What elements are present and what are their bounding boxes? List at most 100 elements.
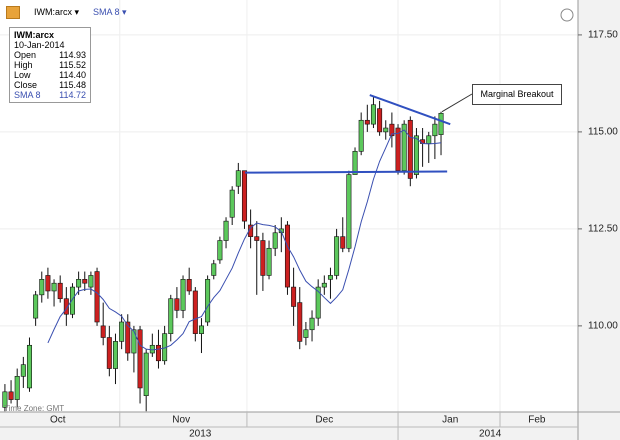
candle-body [26,344,32,389]
candle-body [223,220,229,241]
info-value: 115.48 [59,80,86,90]
info-row: High 115.52 [14,60,86,70]
candle-body [57,282,63,300]
month-label: Jan [442,415,458,426]
candle-body [370,104,376,125]
candle-body [106,337,112,369]
study-label: SMA 8 [93,7,120,17]
candle-body [241,170,247,222]
candle-body [51,282,57,292]
candle-body [94,271,100,323]
annotation: Marginal Breakout [472,84,562,105]
candle-body [8,391,14,400]
symbol-label: IWM:arcx [34,7,72,17]
month-label: Dec [315,415,333,426]
candle-body [20,364,26,377]
info-value: 114.40 [59,70,86,80]
candle-body [377,108,383,133]
x-axis-panel [0,412,620,440]
candle-body [69,286,75,315]
candle-body [321,282,327,288]
candle-body [143,352,149,397]
y-tick-label: 117.50 [588,30,618,41]
candle-body [149,344,155,354]
info-row: Close 115.48 [14,80,86,90]
year-label: 2014 [479,429,502,440]
candle-body [186,279,192,292]
month-label: Feb [528,415,546,426]
info-label: High [14,60,33,70]
annotation-connector [441,93,473,113]
candle-body [192,290,198,334]
candle-body [291,286,297,307]
info-row: SMA 8 114.72 [14,90,86,100]
y-tick-label: 112.50 [588,224,618,235]
info-symbol: IWM:arcx [14,30,55,40]
candle-body [309,317,315,331]
candle-body [272,232,278,249]
month-label: Oct [50,415,66,426]
candle-body [327,275,333,280]
candle-body [45,275,51,292]
candle-body [217,240,223,261]
month-label: Nov [172,415,190,426]
candle-body [168,298,174,334]
candle-body [82,279,88,284]
y-axis-panel [578,0,620,440]
trendline [369,94,451,126]
info-box: IWM:arcx 10-Jan-2014 Open 114.93 High 115.5… [9,27,91,103]
info-label: Open [14,50,37,60]
candle-body [432,123,438,137]
candle-body [180,279,186,311]
y-tick-label: 115.00 [588,127,618,138]
candle-body [260,240,266,276]
info-label: Low [14,70,31,80]
candle-body [76,279,82,288]
candle-body [33,294,39,319]
candle-body [155,344,161,362]
candle-body [340,236,346,249]
candle-body [100,325,106,338]
sma-line [47,129,442,351]
info-rows: Open 114.93 High 115.52 Low 114.40 Close 115.48… [14,50,86,100]
candle-body [438,112,444,135]
info-date: 10-Jan-2014 [14,40,65,50]
candle-body [254,236,260,241]
candle-body [119,321,125,342]
timezone: Time Zone: GMT [4,404,65,413]
candle-body [198,325,204,334]
candle-body [112,341,118,369]
candle-body [346,174,352,249]
info-value: 114.72 [59,90,86,100]
symbol-menu[interactable]: IWM:arcx ▾ [34,7,80,17]
candle-body [266,247,272,276]
candle-body [88,275,94,288]
candle-body [229,189,235,218]
candle-body [131,329,137,354]
study-menu[interactable]: SMA 8 ▾ [93,7,127,17]
candle-body [205,279,211,323]
candle-body [63,298,69,315]
candle-body [125,321,131,354]
candle-body [14,376,20,400]
candle-body [358,119,364,152]
candle-body [389,123,395,137]
candle-body [364,119,370,125]
app-icon[interactable] [6,6,20,19]
info-label: SMA 8 [14,90,41,100]
clock-icon[interactable] [560,8,574,22]
candle-body [284,224,290,288]
candle-body [383,127,389,133]
info-value: 115.52 [59,60,86,70]
year-label: 2013 [189,429,212,440]
candle-body [39,279,45,296]
toolbar: IWM:arcx ▾ SMA 8 ▾ [6,6,127,19]
trendline [245,170,448,174]
info-row: Open 114.93 [14,50,86,60]
candle-body [334,236,340,276]
candle-body [407,119,413,179]
candle-body [2,391,8,408]
candle-body [174,298,180,311]
